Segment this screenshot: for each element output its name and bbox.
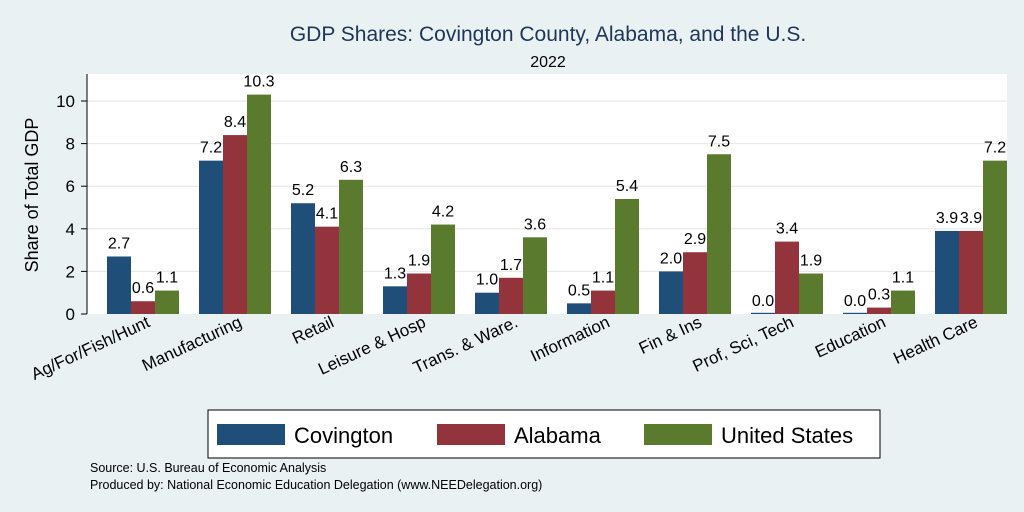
data-label-united-states-ag-for-fish-hunt: 1.1 xyxy=(156,270,178,287)
bar-united-states-ag-for-fish-hunt xyxy=(155,290,179,314)
produced-by-note: Produced by: National Economic Education… xyxy=(90,478,542,492)
data-label-alabama-fin-ins: 2.9 xyxy=(684,231,706,248)
legend-swatch-alabama xyxy=(437,424,505,445)
bars xyxy=(107,94,1007,314)
bar-covington-health-care xyxy=(935,230,959,314)
legend-swatch-covington xyxy=(217,424,285,445)
bar-united-states-leisure-hosp xyxy=(431,224,455,314)
data-label-covington-education: 0.0 xyxy=(844,293,866,310)
x-category-health-care: Health Care xyxy=(890,312,980,368)
bar-alabama-education xyxy=(867,307,891,314)
bar-covington-trans-ware xyxy=(475,292,499,314)
y-tick-label-4: 4 xyxy=(66,220,75,239)
data-label-united-states-education: 1.1 xyxy=(892,270,914,287)
y-tick-label-2: 2 xyxy=(66,262,75,281)
data-label-alabama-ag-for-fish-hunt: 0.6 xyxy=(132,280,154,297)
y-tick-label-6: 6 xyxy=(66,177,75,196)
source-note: Source: U.S. Bureau of Economic Analysis xyxy=(90,461,326,475)
y-tick-label-10: 10 xyxy=(56,92,75,111)
data-label-united-states-retail: 6.3 xyxy=(340,159,362,176)
bar-alabama-manufacturing xyxy=(223,135,247,314)
data-label-alabama-prof-sci-tech: 3.4 xyxy=(776,221,798,238)
data-label-covington-information: 0.5 xyxy=(568,282,590,299)
legend-box xyxy=(207,409,881,459)
bar-alabama-information xyxy=(591,290,615,314)
bar-covington-leisure-hosp xyxy=(383,286,407,314)
data-label-united-states-health-care: 7.2 xyxy=(984,140,1006,157)
data-label-united-states-manufacturing: 10.3 xyxy=(243,74,274,91)
bar-alabama-prof-sci-tech xyxy=(775,241,799,314)
x-category-fin-ins: Fin & Ins xyxy=(636,312,705,358)
bar-united-states-retail xyxy=(339,179,363,314)
data-label-united-states-prof-sci-tech: 1.9 xyxy=(800,253,822,270)
bar-alabama-leisure-hosp xyxy=(407,273,431,314)
legend-swatch-united-states xyxy=(644,424,712,445)
x-category-retail: Retail xyxy=(289,312,336,348)
data-label-alabama-education: 0.3 xyxy=(868,287,890,304)
bar-united-states-information xyxy=(615,198,639,314)
data-label-covington-health-care: 3.9 xyxy=(936,210,958,227)
legend-label-united-states: United States xyxy=(721,423,853,448)
bar-united-states-prof-sci-tech xyxy=(799,273,823,314)
chart-subtitle: 2022 xyxy=(530,54,566,71)
data-labels: 2.70.61.17.28.410.35.24.16.31.31.94.21.0… xyxy=(108,74,1006,310)
data-label-covington-leisure-hosp: 1.3 xyxy=(384,265,406,282)
x-category-manufacturing: Manufacturing xyxy=(139,312,245,375)
bar-covington-manufacturing xyxy=(199,160,223,314)
bar-alabama-trans-ware xyxy=(499,277,523,314)
bar-covington-information xyxy=(567,303,591,314)
legend-label-alabama: Alabama xyxy=(514,423,602,448)
data-label-alabama-leisure-hosp: 1.9 xyxy=(408,253,430,270)
y-tick-label-0: 0 xyxy=(66,305,75,324)
bar-united-states-fin-ins xyxy=(707,154,731,314)
bar-united-states-education xyxy=(891,290,915,314)
data-label-covington-retail: 5.2 xyxy=(292,182,314,199)
bar-covington-retail xyxy=(291,203,315,314)
bar-covington-fin-ins xyxy=(659,271,683,314)
data-label-covington-fin-ins: 2.0 xyxy=(660,250,682,267)
x-category-trans-ware: Trans. & Ware. xyxy=(410,312,520,377)
data-label-united-states-leisure-hosp: 4.2 xyxy=(432,204,454,221)
x-category-ag-for-fish-hunt: Ag/For/Fish/Hunt xyxy=(28,312,153,384)
data-label-covington-prof-sci-tech: 0.0 xyxy=(752,293,774,310)
bar-united-states-health-care xyxy=(983,160,1007,314)
data-label-covington-manufacturing: 7.2 xyxy=(200,140,222,157)
legend: Covington Alabama United States xyxy=(207,409,881,459)
bar-alabama-health-care xyxy=(959,230,983,314)
data-label-alabama-manufacturing: 8.4 xyxy=(224,114,246,131)
y-axis-label: Share of Total GDP xyxy=(22,118,42,273)
x-category-education: Education xyxy=(812,312,889,361)
y-tick-label-8: 8 xyxy=(66,135,75,154)
x-category-prof-sci-tech: Prof, Sci, Tech xyxy=(690,312,797,375)
bar-united-states-manufacturing xyxy=(247,94,271,314)
data-label-covington-ag-for-fish-hunt: 2.7 xyxy=(108,235,130,252)
data-label-covington-trans-ware: 1.0 xyxy=(476,272,498,289)
bar-covington-ag-for-fish-hunt xyxy=(107,256,131,314)
chart-title: GDP Shares: Covington County, Alabama, a… xyxy=(290,23,806,46)
bar-covington-prof-sci-tech xyxy=(751,312,775,314)
bar-covington-education xyxy=(843,312,867,314)
y-axis-ticks: 0 2 4 6 8 10 xyxy=(56,92,87,324)
bar-united-states-trans-ware xyxy=(523,237,547,314)
data-label-united-states-information: 5.4 xyxy=(616,178,638,195)
data-label-alabama-retail: 4.1 xyxy=(316,206,338,223)
data-label-alabama-information: 1.1 xyxy=(592,270,614,287)
data-label-alabama-trans-ware: 1.7 xyxy=(500,257,522,274)
legend-label-covington: Covington xyxy=(294,423,393,448)
data-label-alabama-health-care: 3.9 xyxy=(960,210,982,227)
bar-alabama-fin-ins xyxy=(683,252,707,314)
bar-alabama-ag-for-fish-hunt xyxy=(131,301,155,314)
data-label-united-states-trans-ware: 3.6 xyxy=(524,216,546,233)
bar-alabama-retail xyxy=(315,226,339,314)
data-label-united-states-fin-ins: 7.5 xyxy=(708,133,730,150)
x-category-information: Information xyxy=(528,312,613,365)
